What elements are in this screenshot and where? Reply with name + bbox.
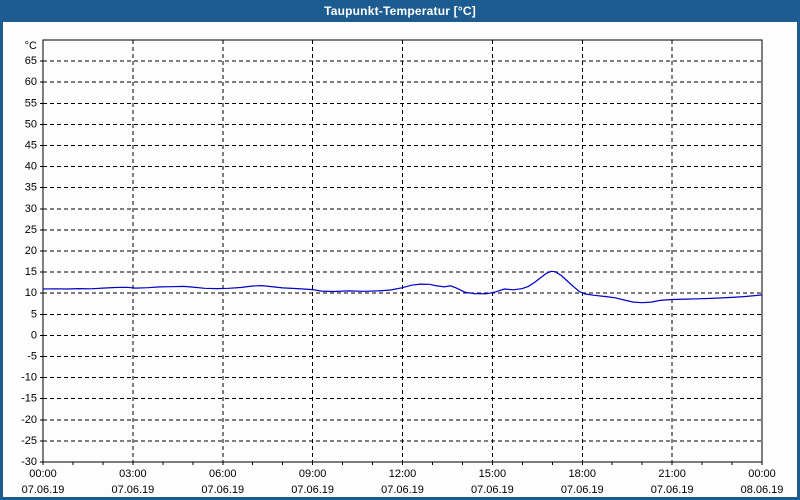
y-axis-label: -15 — [21, 393, 37, 405]
window-titlebar: Taupunkt-Temperatur [°C] — [0, 0, 800, 22]
y-axis-label: -5 — [27, 351, 37, 363]
y-axis-label: -20 — [21, 414, 37, 426]
y-axis-label: 40 — [25, 161, 37, 173]
y-axis-unit-label: °C — [25, 40, 37, 52]
y-axis-label: 20 — [25, 245, 37, 257]
dewpoint-series-line — [42, 270, 763, 304]
dewpoint-temperature-chart: 65605550454035302520151050-5-10-15-20-25… — [21, 39, 784, 496]
y-axis-label: -10 — [21, 372, 37, 384]
window-title: Taupunkt-Temperatur [°C] — [324, 4, 476, 18]
x-axis-date-label: 07.06.19 — [201, 484, 244, 496]
y-axis-label: 50 — [25, 118, 37, 130]
y-axis-label: 25 — [25, 224, 37, 236]
x-axis-date-label: 07.06.19 — [471, 484, 514, 496]
y-axis-label: 60 — [25, 76, 37, 88]
x-axis-labels: 00:00 07.06.19 03:00 07.06.19 06:00 07.06.19 0… — [22, 468, 784, 496]
y-axis-label: 0 — [31, 329, 37, 341]
y-axis-label: 45 — [25, 140, 37, 152]
y-axis-label: -25 — [21, 435, 37, 447]
y-axis-label: 10 — [25, 287, 37, 299]
x-axis-date-label: 07.06.19 — [111, 484, 154, 496]
y-axis-label: 65 — [25, 55, 37, 67]
vertical-gridlines — [132, 40, 673, 462]
x-axis-date-label: 07.06.19 — [22, 484, 65, 496]
x-axis-date-label: 07.06.19 — [381, 484, 424, 496]
x-axis-date-label: 07.06.19 — [291, 484, 334, 496]
y-axis-labels: 65605550454035302520151050-5-10-15-20-25… — [21, 55, 37, 468]
chart-area: 65 60 55 50 45 40 35 30 25 20 15 10 5 0 -5 -10 -15 -20 -25… — [3, 22, 797, 497]
y-axis-label: 30 — [25, 203, 37, 215]
y-axis-label: 5 — [31, 308, 37, 320]
y-axis-label: 15 — [25, 266, 37, 278]
x-axis-time-label: 09:00 — [299, 468, 327, 480]
y-axis-label: 55 — [25, 97, 37, 109]
x-axis-time-label: 00:00 — [748, 468, 776, 480]
x-axis-time-label: 21:00 — [658, 468, 686, 480]
x-axis-time-label: 06:00 — [209, 468, 237, 480]
y-axis-label: -30 — [21, 456, 37, 468]
x-axis-time-label: 00:00 — [29, 468, 57, 480]
x-axis-time-label: 12:00 — [389, 468, 417, 480]
x-axis-time-label: 15:00 — [479, 468, 507, 480]
x-axis-date-label: 08.06.19 — [741, 484, 784, 496]
x-axis-date-label: 07.06.19 — [651, 484, 694, 496]
x-axis-date-label: 07.06.19 — [561, 484, 604, 496]
x-axis-time-label: 18:00 — [568, 468, 596, 480]
y-axis-label: 35 — [25, 182, 37, 194]
x-axis-minor-ticks — [42, 462, 763, 465]
x-axis-time-label: 03:00 — [119, 468, 147, 480]
